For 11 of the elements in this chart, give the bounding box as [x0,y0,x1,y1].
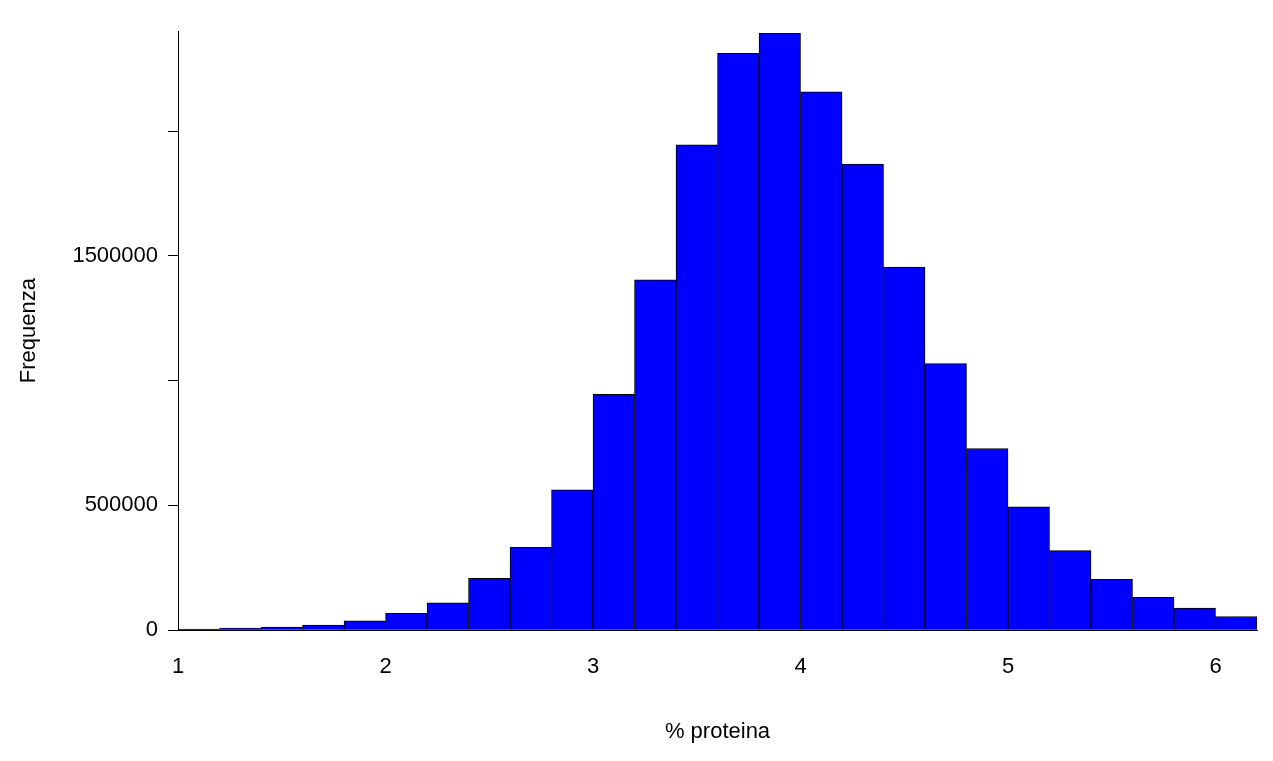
x-tick-label: 6 [1209,653,1222,679]
y-tick-label: 1500000 [72,241,159,267]
x-tick-label: 1 [171,653,185,679]
y-tick-label: 500000 [84,491,159,517]
x-tick-label: 4 [794,653,807,679]
x-axis-title: % proteina [664,717,771,743]
x-tick-label: 5 [1001,653,1015,679]
y-tick-label: 0 [145,616,159,642]
x-tick-label: 3 [586,653,600,679]
x-tick-label: 2 [379,653,392,679]
y-axis-title: Frequenza [15,277,41,384]
